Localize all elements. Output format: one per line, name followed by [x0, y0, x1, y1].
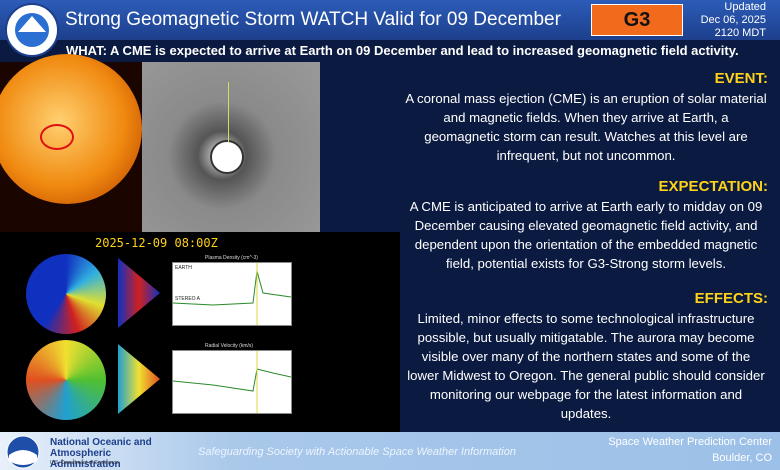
scale-badge: G3: [591, 4, 683, 36]
plot-label: STEREO A: [175, 296, 201, 302]
velocity-trace: [172, 351, 292, 413]
coronagraph-image: [142, 62, 320, 232]
department: U.S. Department of Commerce: [50, 460, 119, 466]
section-heading: EFFECTS:: [694, 290, 768, 307]
center-name: Space Weather Prediction Center: [608, 436, 772, 448]
plot-label: EARTH: [175, 265, 192, 271]
region-circle: [40, 124, 74, 150]
noaa-logo: [6, 435, 40, 469]
section-text: Limited, minor effects to some technolog…: [407, 311, 765, 421]
plot-title: Plasma Density (cm^-3): [205, 255, 258, 261]
section-heading: EVENT:: [714, 70, 768, 87]
plot-title: Radial Velocity (km/s): [205, 343, 254, 349]
marker-line: [228, 82, 229, 142]
updated-time: 2120 MDT: [714, 27, 766, 39]
section-text: A CME is anticipated to arrive at Earth …: [409, 199, 763, 271]
updated-label: Updated: [724, 1, 766, 13]
model-velocity-disk: [26, 340, 106, 420]
title: Strong Geomagnetic Storm WATCH Valid for…: [65, 9, 561, 30]
density-plot: [172, 262, 292, 326]
what-line: WHAT: A CME is expected to arrive at Ear…: [66, 43, 739, 58]
footer-bar: [0, 432, 780, 470]
sun-image: [0, 54, 142, 232]
density-trace: [172, 263, 292, 325]
occulter: [210, 140, 244, 174]
tagline: Safeguarding Society with Actionable Spa…: [198, 446, 516, 458]
velocity-plot: [172, 350, 292, 414]
updated-date: Dec 06, 2025: [700, 14, 766, 26]
section-text: A coronal mass ejection (CME) is an erup…: [405, 91, 767, 163]
agency-name: National Oceanic and Atmospheric Adminis…: [50, 437, 152, 470]
nws-logo: [5, 3, 59, 57]
model-time: 2025-12-09 08:00Z: [95, 236, 218, 250]
section-heading: EXPECTATION:: [658, 178, 768, 195]
location: Boulder, CO: [712, 452, 772, 464]
model-density-disk: [26, 254, 106, 334]
